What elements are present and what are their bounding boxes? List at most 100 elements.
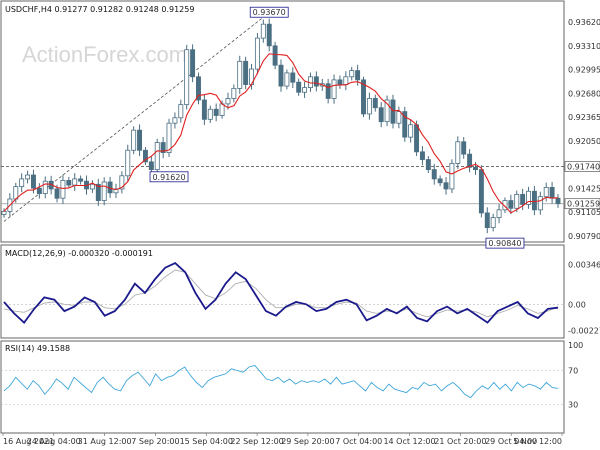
candle-body [290,72,296,83]
rsi-line [3,364,559,399]
candle-body [455,141,461,164]
candle-body [313,76,319,87]
macd-pane-frame [0,244,565,339]
candle-body [419,151,425,160]
candle-body [372,98,378,109]
price-pane-frame [0,0,565,243]
candle-body [284,72,290,87]
price-annotation-label: 0.90840 [488,239,521,248]
candle-body [390,99,396,124]
x-axis-tick: 24 Aug 04:00 [27,437,81,446]
candle-body [508,200,514,209]
price-annotation-label: 0.93670 [253,8,286,17]
x-axis-tick: 29 Sep 20:00 [281,437,334,446]
candle-body [555,197,561,205]
candle-body [443,182,449,190]
candle-body [484,212,490,229]
price-pane-title: USDCHF,H4 0.91277 0.91282 0.91248 0.9125… [5,5,194,14]
candle-body [231,87,237,99]
macd-series [1,262,564,324]
candle-body [101,181,107,201]
candle-body [461,141,467,155]
candle-body [449,163,455,190]
candle-body [325,83,331,99]
candle-body [526,190,531,205]
candle-body [172,117,178,124]
candle-body [36,187,42,194]
candle-body [95,183,101,201]
candle-body [302,87,308,93]
candle-body [178,104,184,119]
candle-body [437,178,443,184]
price-annotation-box [485,237,525,249]
price-axis-tick: 0.92680 [568,89,600,98]
price-series: 0.93670 0.91620 0.90840 [1,6,564,249]
candle-body [296,81,302,93]
candle-body [207,108,213,120]
candle-body [237,60,243,89]
candle-body [243,60,249,85]
x-axis-tick: 5 Nov 12:00 [513,437,562,446]
macd-axis-tick: 0.003468 [568,261,600,270]
rsi-series [1,364,564,405]
candle-body [349,70,355,78]
price-annotation-label: 0.91620 [152,173,185,182]
price-axis-tick: 0.93620 [568,18,600,27]
x-axis-tick: 16 Aug 2021 [3,437,54,446]
candle-body [1,210,7,215]
price-annotation-box [249,6,289,18]
candle-body [337,79,343,85]
candle-body [19,178,25,188]
candle-body [72,178,78,186]
candle-body [225,98,231,105]
candle-body [467,153,473,168]
candle-body [361,79,366,115]
candle-body [378,107,384,123]
price-level-tag [564,198,600,210]
macd-axis-tick: 0.00 [568,300,586,309]
candle-body [119,175,125,190]
candle-body [125,149,131,177]
candle-body [89,183,95,190]
candle-body [431,169,437,180]
candle-body [272,45,278,66]
candle-body [473,166,478,171]
candle-body [196,76,201,101]
candle-body [384,99,390,123]
candle-body [531,190,537,211]
candle-body [414,124,420,153]
candle-body [496,209,502,218]
candle-body [78,178,84,182]
moving-average-line [3,53,559,214]
price-axis-tick: 0.92050 [568,137,600,146]
watermark: ActionForex.com [22,42,187,67]
price-axis-tick: 0.91105 [568,208,600,217]
candle-body [131,129,137,151]
candle-body [355,70,361,81]
price-level-tag-label: 0.91740 [567,163,600,172]
candle-body [402,111,408,138]
candle-body [137,129,143,151]
rsi-axis-tick: 30 [568,401,578,410]
macd-axis-tick: -0.002274 [568,326,600,335]
rsi-axis-tick: 70 [568,367,578,376]
rsi-pane-frame [0,340,565,434]
candle-body [278,64,284,87]
candle-body [266,23,272,47]
x-axis-tick: 21 Oct 20:00 [434,437,486,446]
x-axis-tick: 14 Oct 12:00 [383,437,435,446]
candle-body [42,180,48,194]
macd-main-line [3,262,559,324]
x-axis-tick: 7 Oct 04:00 [335,437,382,446]
x-axis-tick: 15 Sep 04:00 [180,437,233,446]
candle-body [343,76,349,85]
candle-body [31,174,36,189]
candle-body [254,37,260,70]
candle-body [520,193,526,205]
candle-body [366,98,372,115]
candle-body [154,142,160,171]
price-axis-tick: 0.92365 [568,113,600,122]
x-axis-tick: 31 Aug 12:00 [78,437,132,446]
candle-body [425,159,431,171]
x-axis-tick: 29 Oct 04:00 [485,437,537,446]
